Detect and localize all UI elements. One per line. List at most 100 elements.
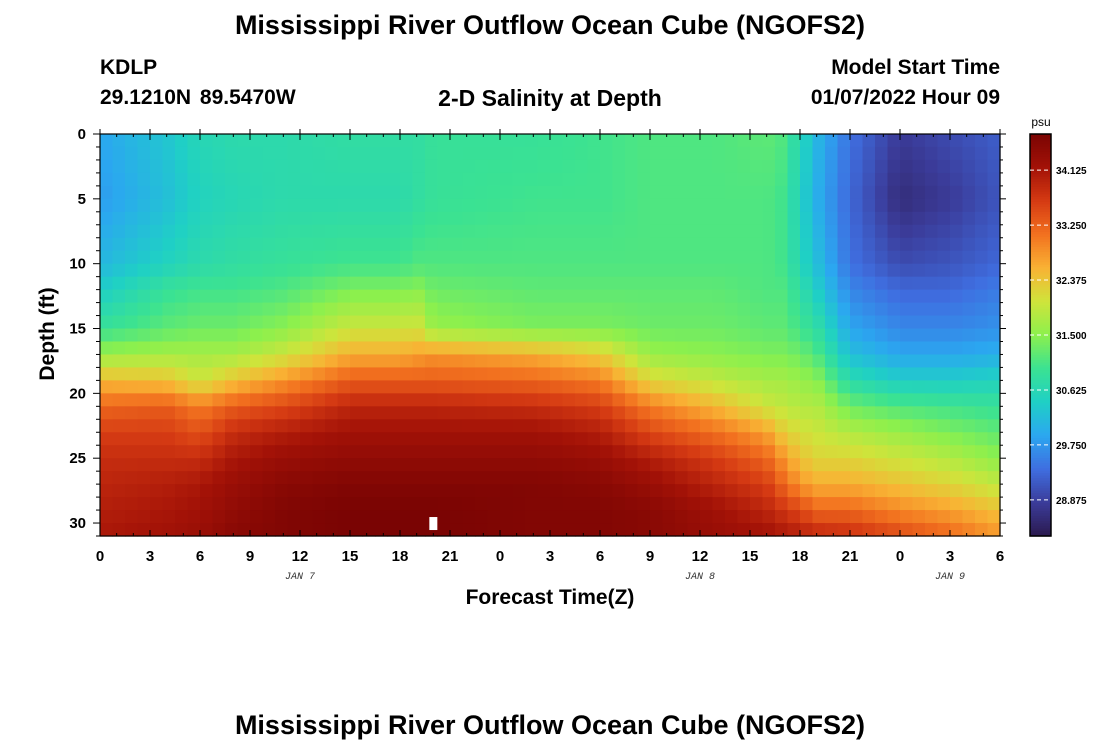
heatmap-cell xyxy=(462,159,476,174)
heatmap-cell xyxy=(587,484,601,498)
heatmap-cell xyxy=(937,172,951,187)
heatmap-cell xyxy=(250,458,264,472)
x-tick-label: 9 xyxy=(646,548,654,565)
heatmap-cell xyxy=(125,237,139,252)
heatmap-cell xyxy=(700,380,714,394)
heatmap-cell xyxy=(712,185,726,200)
colorbar-segment xyxy=(1030,340,1051,344)
heatmap-cell xyxy=(225,471,239,485)
heatmap-cell xyxy=(112,172,126,187)
heatmap-cell xyxy=(725,289,739,304)
heatmap-cell xyxy=(437,250,451,265)
heatmap-cell xyxy=(975,172,989,187)
heatmap-cell xyxy=(975,237,989,252)
heatmap-cell xyxy=(162,134,176,148)
heatmap-cell xyxy=(475,146,489,161)
colorbar-segment xyxy=(1030,272,1051,276)
colorbar-segment xyxy=(1030,247,1051,251)
x-tick-label: 0 xyxy=(896,548,904,565)
heatmap-cell xyxy=(500,458,514,472)
heatmap-cell xyxy=(787,341,801,356)
heatmap-cell xyxy=(450,172,464,187)
heatmap-cell xyxy=(912,367,926,381)
heatmap-cell xyxy=(225,432,239,446)
heatmap-cell xyxy=(337,419,351,433)
heatmap-cell xyxy=(975,380,989,394)
heatmap-cell xyxy=(412,523,426,537)
heatmap-cell xyxy=(787,289,801,304)
heatmap-cell xyxy=(187,237,201,252)
heatmap-cell xyxy=(700,134,714,148)
heatmap-cell xyxy=(700,406,714,420)
colorbar-segment xyxy=(1030,480,1051,484)
heatmap-cell xyxy=(387,263,401,278)
heatmap-cell xyxy=(200,471,214,485)
model-start-value: 01/07/2022 Hour 09 xyxy=(810,86,1000,109)
heatmap-cell xyxy=(750,328,764,343)
heatmap-cell xyxy=(325,250,339,265)
heatmap-cell xyxy=(150,250,164,265)
heatmap-cell xyxy=(437,523,451,537)
heatmap-cell xyxy=(137,419,151,433)
heatmap-cell xyxy=(737,497,751,511)
heatmap-cell xyxy=(975,198,989,213)
heatmap-cell xyxy=(875,276,889,291)
heatmap-cell xyxy=(412,237,426,252)
heatmap-cell xyxy=(350,211,364,226)
heatmap-cell xyxy=(700,484,714,498)
heatmap-cell xyxy=(312,146,326,161)
heatmap-cell xyxy=(687,328,701,343)
heatmap-cell xyxy=(375,328,389,343)
heatmap-cell xyxy=(100,393,114,407)
heatmap-cell xyxy=(962,380,976,394)
colorbar-segment xyxy=(1030,322,1051,326)
heatmap-cell xyxy=(137,471,151,485)
heatmap-cell xyxy=(312,406,326,420)
heatmap-cell xyxy=(200,134,214,148)
colorbar-segment xyxy=(1030,455,1051,459)
heatmap-cell xyxy=(800,302,814,317)
heatmap-cell xyxy=(900,146,914,161)
heatmap-cell xyxy=(275,328,289,343)
heatmap-cell xyxy=(425,354,439,369)
heatmap-cell xyxy=(587,354,601,369)
heatmap-cell xyxy=(712,393,726,407)
heatmap-cell xyxy=(675,159,689,174)
heatmap-cell xyxy=(650,471,664,485)
heatmap-cell xyxy=(787,134,801,148)
heatmap-cell xyxy=(250,250,264,265)
heatmap-cell xyxy=(575,198,589,213)
heatmap-cell xyxy=(250,276,264,291)
heatmap-cell xyxy=(200,497,214,511)
heatmap-cell xyxy=(850,471,864,485)
heatmap-cell xyxy=(312,237,326,252)
heatmap-cell xyxy=(637,198,651,213)
heatmap-cell xyxy=(550,393,564,407)
heatmap-cell xyxy=(225,146,239,161)
heatmap-cell xyxy=(462,224,476,239)
heatmap-cell xyxy=(575,328,589,343)
heatmap-cell xyxy=(575,172,589,187)
heatmap-cell xyxy=(987,315,1001,330)
colorbar-segment xyxy=(1030,242,1051,246)
heatmap-cell xyxy=(412,263,426,278)
heatmap-cell xyxy=(262,497,276,511)
heatmap-cell xyxy=(787,432,801,446)
heatmap-cell xyxy=(775,198,789,213)
heatmap-cell xyxy=(675,289,689,304)
heatmap-cell xyxy=(637,380,651,394)
heatmap-cell xyxy=(437,341,451,356)
heatmap-cell xyxy=(425,497,439,511)
heatmap-cell xyxy=(287,263,301,278)
heatmap-cell xyxy=(500,263,514,278)
heatmap-cell xyxy=(150,146,164,161)
heatmap-cell xyxy=(487,458,501,472)
heatmap-cell xyxy=(187,315,201,330)
colorbar-segment xyxy=(1030,184,1051,188)
heatmap-cell xyxy=(375,458,389,472)
heatmap-cell xyxy=(625,380,639,394)
heatmap-cell xyxy=(187,432,201,446)
heatmap-cell xyxy=(875,380,889,394)
heatmap-cell xyxy=(750,393,764,407)
heatmap-cell xyxy=(375,406,389,420)
